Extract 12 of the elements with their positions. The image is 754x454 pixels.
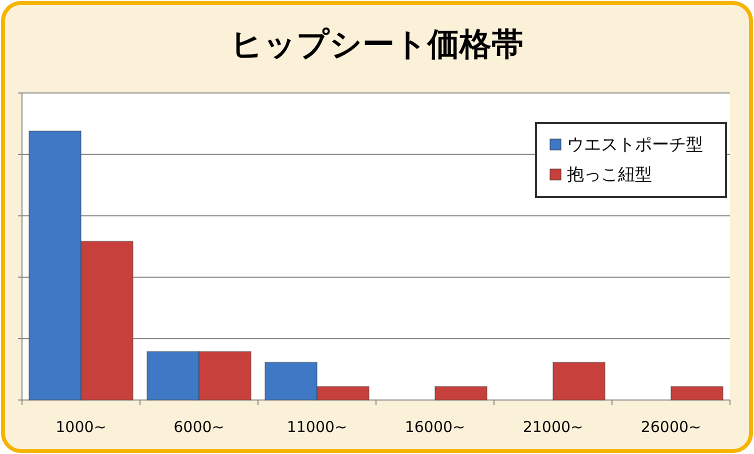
x-tick-label: 1000~ xyxy=(56,418,106,436)
x-tick-label: 11000~ xyxy=(286,418,348,436)
x-tick-label: 21000~ xyxy=(522,418,584,436)
legend-label: ウエストポーチ型 xyxy=(567,135,703,155)
bar xyxy=(670,386,724,400)
chart-title: ヒップシート価格帯 xyxy=(230,25,524,63)
x-tick-label: 26000~ xyxy=(640,418,702,436)
bar xyxy=(434,386,488,400)
bar xyxy=(552,362,606,400)
x-tick-label: 6000~ xyxy=(174,418,224,436)
legend-label: 抱っこ紐型 xyxy=(567,165,652,185)
x-tick-label: 16000~ xyxy=(404,418,466,436)
